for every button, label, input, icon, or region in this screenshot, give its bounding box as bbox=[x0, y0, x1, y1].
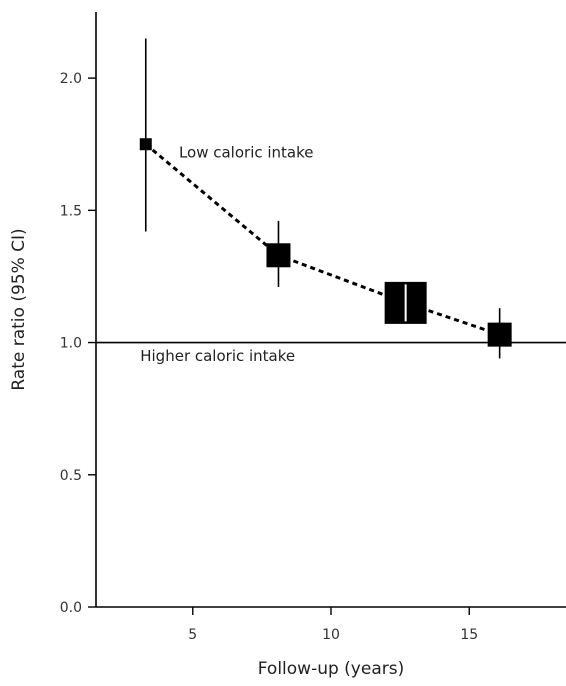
point-marker bbox=[266, 243, 291, 268]
y-tick-label: 1.0 bbox=[60, 336, 82, 352]
plot-marks bbox=[139, 38, 512, 359]
x-axis-title: Follow-up (years) bbox=[258, 659, 404, 679]
y-tick-label: 1.5 bbox=[60, 203, 82, 219]
point-marker bbox=[139, 138, 152, 151]
annotations: Low caloric intake Higher caloric intake bbox=[140, 143, 313, 365]
y-tick-label: 2.0 bbox=[60, 71, 82, 87]
point-marker bbox=[487, 322, 512, 347]
y-tick-label: 0.5 bbox=[60, 468, 82, 484]
trend-line bbox=[144, 143, 501, 337]
x-tick-label: 15 bbox=[460, 627, 478, 643]
y-tick-label: 0.0 bbox=[60, 600, 82, 616]
y-axis-title: Rate ratio (95% CI) bbox=[9, 228, 29, 390]
annotation-label: Low caloric intake bbox=[179, 143, 314, 161]
annotation-label: Higher caloric intake bbox=[140, 347, 295, 365]
x-tick-label: 5 bbox=[188, 627, 197, 643]
x-tick-label: 10 bbox=[322, 627, 340, 643]
